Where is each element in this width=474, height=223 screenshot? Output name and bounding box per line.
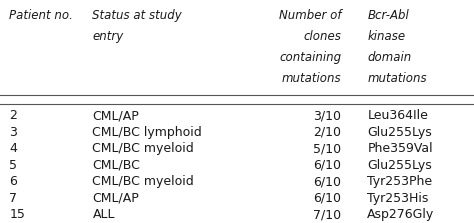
Text: 6/10: 6/10 (313, 159, 341, 172)
Text: 5/10: 5/10 (313, 142, 341, 155)
Text: 4: 4 (9, 142, 18, 155)
Text: mutations: mutations (282, 72, 341, 85)
Text: 6/10: 6/10 (313, 192, 341, 205)
Text: Tyr253His: Tyr253His (367, 192, 428, 205)
Text: Glu255Lys: Glu255Lys (367, 159, 432, 172)
Text: 5: 5 (9, 159, 18, 172)
Text: 3: 3 (9, 126, 18, 139)
Text: Leu364Ile: Leu364Ile (367, 109, 428, 122)
Text: domain: domain (367, 51, 411, 64)
Text: containing: containing (279, 51, 341, 64)
Text: 2: 2 (9, 109, 18, 122)
Text: 2/10: 2/10 (313, 126, 341, 139)
Text: 7: 7 (9, 192, 18, 205)
Text: Asp276Gly: Asp276Gly (367, 209, 435, 221)
Text: clones: clones (303, 30, 341, 43)
Text: CML/AP: CML/AP (92, 109, 139, 122)
Text: mutations: mutations (367, 72, 427, 85)
Text: CML/BC: CML/BC (92, 159, 140, 172)
Text: 6/10: 6/10 (313, 176, 341, 188)
Text: CML/BC myeloid: CML/BC myeloid (92, 142, 194, 155)
Text: ALL: ALL (92, 209, 115, 221)
Text: CML/BC myeloid: CML/BC myeloid (92, 176, 194, 188)
Text: 6: 6 (9, 176, 18, 188)
Text: Number of: Number of (279, 9, 341, 22)
Text: 15: 15 (9, 209, 25, 221)
Text: 3/10: 3/10 (313, 109, 341, 122)
Text: 7/10: 7/10 (313, 209, 341, 221)
Text: Bcr-Abl: Bcr-Abl (367, 9, 409, 22)
Text: Phe359Val: Phe359Val (367, 142, 433, 155)
Text: Patient no.: Patient no. (9, 9, 73, 22)
Text: Status at study: Status at study (92, 9, 182, 22)
Text: CML/BC lymphoid: CML/BC lymphoid (92, 126, 202, 139)
Text: entry: entry (92, 30, 124, 43)
Text: Tyr253Phe: Tyr253Phe (367, 176, 432, 188)
Text: CML/AP: CML/AP (92, 192, 139, 205)
Text: Glu255Lys: Glu255Lys (367, 126, 432, 139)
Text: kinase: kinase (367, 30, 405, 43)
